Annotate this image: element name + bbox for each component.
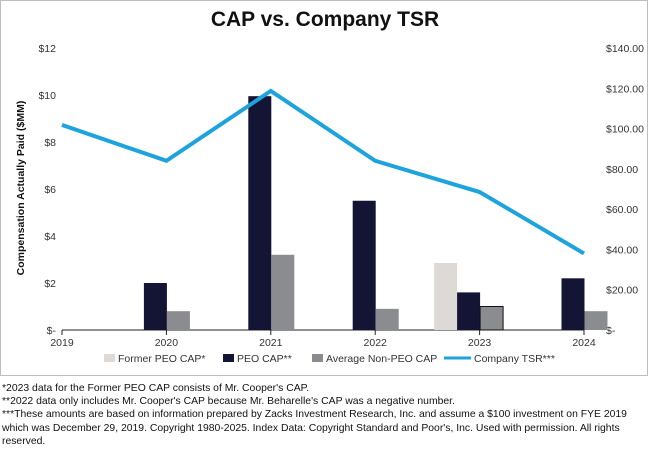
footnote-2: **2022 data only includes Mr. Cooper's C… bbox=[2, 396, 455, 408]
legend-label: PEO CAP** bbox=[237, 353, 292, 365]
x-tick-label: 2019 bbox=[50, 337, 74, 349]
footnotes: *2023 data for the Former PEO CAP consis… bbox=[2, 382, 648, 448]
bar-average-non-peo-cap bbox=[584, 311, 608, 330]
y-right-tick-label: $140.00 bbox=[606, 43, 644, 55]
legend: Former PEO CAP* PEO CAP** Average Non-PEO … bbox=[104, 353, 555, 365]
legend-swatch bbox=[104, 354, 115, 362]
tsr-line bbox=[61, 88, 586, 256]
y-left-tick-label: $8 bbox=[44, 137, 56, 149]
bar-peo-cap bbox=[561, 278, 585, 330]
y-left-tick-label: $12 bbox=[38, 43, 56, 55]
x-tick-label: 2024 bbox=[572, 337, 596, 349]
y-left-tick-label: $6 bbox=[44, 184, 56, 196]
y-right-tick-label: $100.00 bbox=[606, 124, 644, 136]
plot-area: 2019 2020 2021 2022 2023 2024 $- $2 $4 $6 $8 $10 $12… bbox=[38, 43, 644, 349]
y-right-tick-label: $20.00 bbox=[606, 285, 638, 297]
bar-peo-cap bbox=[457, 292, 481, 330]
y-right-tick-label: $80.00 bbox=[606, 164, 638, 176]
bar-average-non-peo-cap bbox=[479, 306, 504, 331]
legend-label: Company TSR*** bbox=[474, 353, 555, 365]
y-left-tick-label: $4 bbox=[44, 231, 56, 243]
legend-swatch bbox=[223, 354, 234, 362]
y-axis-label: Compensation Actually Paid ($MM) bbox=[15, 101, 27, 276]
x-tick-label: 2022 bbox=[364, 337, 388, 349]
footnote-3: ***These amounts are based on informatio… bbox=[2, 409, 627, 447]
legend-swatch bbox=[312, 354, 323, 362]
footnote-1: *2023 data for the Former PEO CAP consis… bbox=[2, 383, 310, 394]
y-right-tick-label: $40.00 bbox=[606, 244, 638, 256]
bar-peo-cap bbox=[352, 200, 376, 330]
chart-title: CAP vs. Company TSR bbox=[211, 8, 439, 31]
chart-frame bbox=[0, 0, 648, 376]
y-left-tick-label: $2 bbox=[44, 278, 56, 290]
x-tick-label: 2023 bbox=[468, 337, 492, 349]
legend-label: Former PEO CAP* bbox=[118, 353, 206, 365]
bar-average-non-peo-cap bbox=[271, 254, 295, 330]
bar-average-non-peo-cap bbox=[375, 308, 399, 330]
bar-former-peo-cap bbox=[434, 263, 458, 330]
bar-peo-cap bbox=[248, 96, 272, 330]
y-left-tick-label: $- bbox=[47, 325, 57, 337]
legend-label: Average Non-PEO CAP bbox=[326, 353, 437, 365]
x-tick-label: 2021 bbox=[259, 337, 283, 349]
y-right-tick-label: $60.00 bbox=[606, 204, 638, 216]
bar-average-non-peo-cap bbox=[166, 311, 190, 330]
x-tick-label: 2020 bbox=[155, 337, 179, 349]
bar-peo-cap bbox=[143, 283, 167, 330]
cap-vs-tsr-chart: CAP vs. Company TSR Compensation Actuall… bbox=[15, 8, 644, 365]
y-right-tick-label: $- bbox=[606, 325, 616, 337]
y-right-tick-label: $120.00 bbox=[606, 83, 644, 95]
y-left-tick-label: $10 bbox=[38, 90, 56, 102]
